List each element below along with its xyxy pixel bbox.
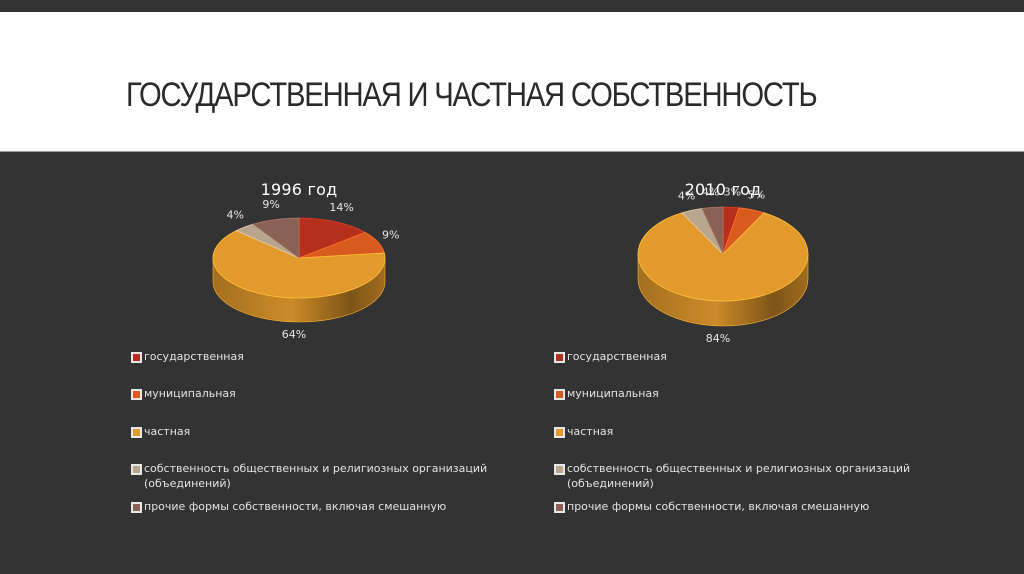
- legend-swatch-mun: [554, 389, 565, 400]
- pie-data-label: 3%: [724, 185, 741, 198]
- pie-data-label: 9%: [382, 229, 399, 242]
- title-band: ГОСУДАРСТВЕННАЯ И ЧАСТНАЯ СОБСТВЕННОСТЬ: [0, 12, 1024, 152]
- chart-1996: 1996 год 14% 9% 64% 4% 9% государственная му…: [0, 152, 512, 574]
- pie-slice: [701, 206, 724, 255]
- legend-swatch-gov: [131, 352, 142, 363]
- legend-swatch-gov: [554, 352, 565, 363]
- pie-slice: [212, 230, 386, 299]
- pie-data-label: 4%: [678, 189, 695, 202]
- legend-swatch-other: [554, 502, 565, 513]
- pie-slice: [252, 217, 300, 259]
- pie-chart-2010: 3% 5% 84% 4% 4%: [637, 185, 809, 345]
- pie-slice: [298, 217, 367, 259]
- pie-data-label: 5%: [748, 189, 765, 202]
- legend-swatch-mun: [131, 389, 142, 400]
- pie-data-label: 4%: [702, 185, 719, 198]
- chart-title-1996: 1996 год: [260, 180, 338, 199]
- chart-2010: 2010 год 3% 5% 84% 4% 4% государственная мун…: [512, 152, 1024, 574]
- legend-swatch-private: [554, 427, 565, 438]
- pie-data-label: 84%: [706, 332, 730, 345]
- legend-swatch-other: [131, 502, 142, 513]
- pie-data-label: 9%: [262, 198, 279, 211]
- pie-data-label: 14%: [329, 201, 353, 214]
- top-bar: [0, 0, 1024, 12]
- legend-swatch-public-org: [554, 464, 565, 475]
- pie-chart-1996: 14% 9% 64% 4% 9%: [212, 198, 400, 341]
- slide-title: ГОСУДАРСТВЕННАЯ И ЧАСТНАЯ СОБСТВЕННОСТЬ: [126, 76, 818, 114]
- legend-swatch-private: [131, 427, 142, 438]
- pie-data-label: 4%: [227, 208, 244, 221]
- pie-slice: [637, 212, 809, 302]
- legend-swatch-public-org: [131, 464, 142, 475]
- chart-title-2010: 2010 год: [684, 180, 762, 199]
- pie-data-label: 64%: [282, 328, 306, 341]
